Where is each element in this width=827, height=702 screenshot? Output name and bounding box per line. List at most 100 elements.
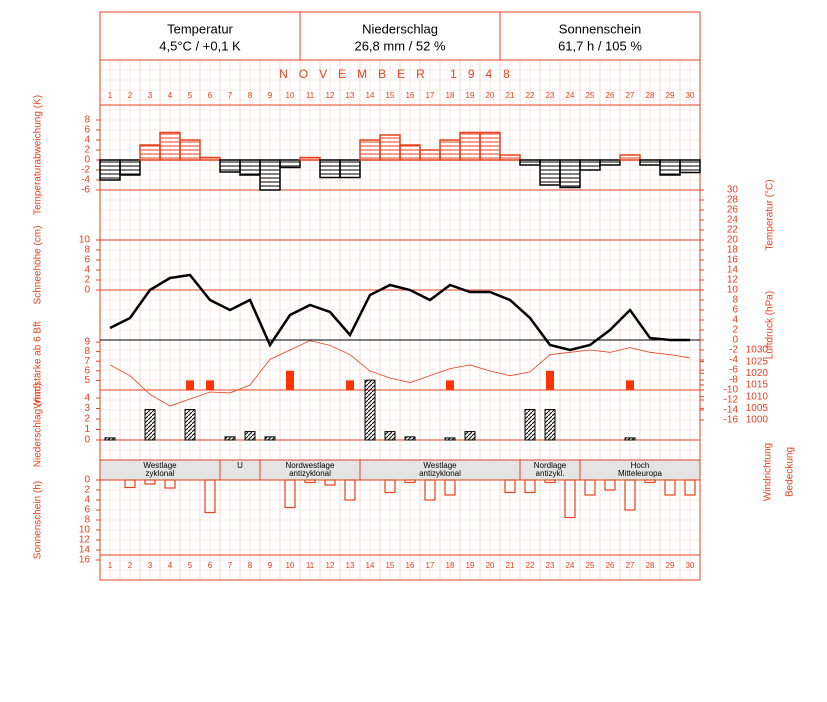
deviation-bar [439, 139, 461, 161]
day-label: 7 [228, 561, 233, 570]
sun-bar [424, 479, 436, 501]
day-label: 8 [248, 91, 253, 100]
weather-type: Nordwestlage [286, 461, 335, 470]
deviation-bar [419, 149, 441, 161]
sun-bar [164, 479, 176, 489]
y-tick-label: 12 [727, 275, 739, 286]
y-tick-label: 3 [84, 403, 90, 414]
day-label: 6 [208, 561, 213, 570]
y-tick-label: 2 [84, 414, 90, 425]
deviation-bar [259, 159, 281, 191]
day-label: 24 [566, 91, 575, 100]
deviation-bar [479, 131, 501, 161]
axis-title: Temperatur (°C) [765, 179, 776, 250]
y-tick-label: 24 [727, 215, 739, 226]
y-tick-label: 4 [84, 135, 90, 146]
y-tick-label: 1020 [746, 368, 769, 379]
y-tick-label: 2 [84, 485, 90, 496]
day-label: 17 [426, 91, 435, 100]
day-label: 19 [466, 91, 475, 100]
sun-bar [144, 479, 156, 485]
day-label: 7 [228, 91, 233, 100]
y-tick-label: 10 [79, 235, 91, 246]
sun-bar [304, 479, 316, 484]
y-tick-label: 12 [79, 535, 91, 546]
deviation-bar [639, 159, 661, 166]
y-tick-label: 8 [84, 115, 90, 126]
wind-bar [626, 380, 634, 390]
sun-bar [524, 479, 536, 494]
sun-bar [544, 479, 556, 484]
y-tick-label: 8 [84, 346, 90, 357]
deviation-bar [159, 131, 181, 161]
day-label: 8 [248, 561, 253, 570]
deviation-bar [679, 159, 701, 174]
y-tick-label: 0 [84, 285, 90, 296]
deviation-bar [539, 159, 561, 186]
y-tick-label: 2 [732, 325, 738, 336]
axis-title: Temperaturabweichung (K) [33, 95, 44, 215]
day-label: 21 [506, 561, 515, 570]
header-title: Niederschlag [362, 21, 438, 36]
y-tick-label: 1030 [746, 345, 769, 356]
weather-type: Nordlage [534, 461, 567, 470]
sun-bar [584, 479, 596, 496]
wind-bar [286, 370, 294, 390]
day-label: 25 [586, 91, 595, 100]
day-label: 9 [268, 561, 273, 570]
sun-bar [624, 479, 636, 511]
day-label: 4 [168, 561, 173, 570]
y-tick-label: 1010 [746, 391, 769, 402]
day-label: 27 [626, 91, 635, 100]
y-tick-label: 1000 [746, 415, 769, 426]
deviation-bar [219, 159, 241, 173]
day-label: 30 [686, 561, 695, 570]
day-label: 15 [386, 561, 395, 570]
sun-bar [504, 479, 516, 494]
precip-bar [264, 436, 276, 441]
y-tick-label: 14 [727, 265, 739, 276]
y-tick-label: 0 [84, 155, 90, 166]
deviation-bar [559, 159, 581, 189]
day-label: 27 [626, 561, 635, 570]
day-label: 16 [406, 561, 415, 570]
deviation-bar [659, 159, 681, 176]
day-label: 6 [208, 91, 213, 100]
day-label: 11 [306, 561, 315, 570]
header-value: 4,5°C / +0,1 K [159, 38, 241, 53]
day-label: 5 [188, 91, 193, 100]
day-label: 29 [666, 561, 675, 570]
precip-bar [224, 436, 236, 441]
deviation-bar [139, 144, 161, 161]
precip-bar [524, 409, 536, 441]
deviation-bar [579, 159, 601, 171]
axis-title: Luftdruck (hPa) [765, 291, 776, 359]
day-label: 11 [306, 91, 315, 100]
precip-bar [544, 409, 556, 441]
day-label: 22 [526, 91, 535, 100]
day-label: 1 [108, 91, 113, 100]
day-label: 26 [606, 561, 615, 570]
weather-type: antizykl. [536, 469, 565, 478]
weather-band [579, 459, 701, 481]
y-tick-label: 2 [84, 275, 90, 286]
y-tick-label: 16 [727, 255, 739, 266]
day-label: 14 [366, 91, 375, 100]
day-label: 12 [326, 561, 335, 570]
precip-bar [184, 409, 196, 441]
frame [99, 11, 701, 581]
y-tick-label: 6 [84, 505, 90, 516]
y-tick-label: -8 [729, 375, 738, 386]
deviation-bar [299, 156, 321, 161]
y-tick-label: -6 [81, 185, 90, 196]
precip-bar [444, 437, 456, 441]
chart-title: NOVEMBER 1948 [279, 67, 521, 81]
axis-title: Windstärke ab 6 Bft [33, 321, 44, 408]
y-tick-label: 0 [732, 335, 738, 346]
y-tick-label: 1 [84, 424, 90, 435]
y-tick-label: -2 [729, 345, 738, 356]
day-label: 2 [128, 561, 133, 570]
y-tick-label: -14 [724, 405, 739, 416]
day-label: 17 [426, 561, 435, 570]
